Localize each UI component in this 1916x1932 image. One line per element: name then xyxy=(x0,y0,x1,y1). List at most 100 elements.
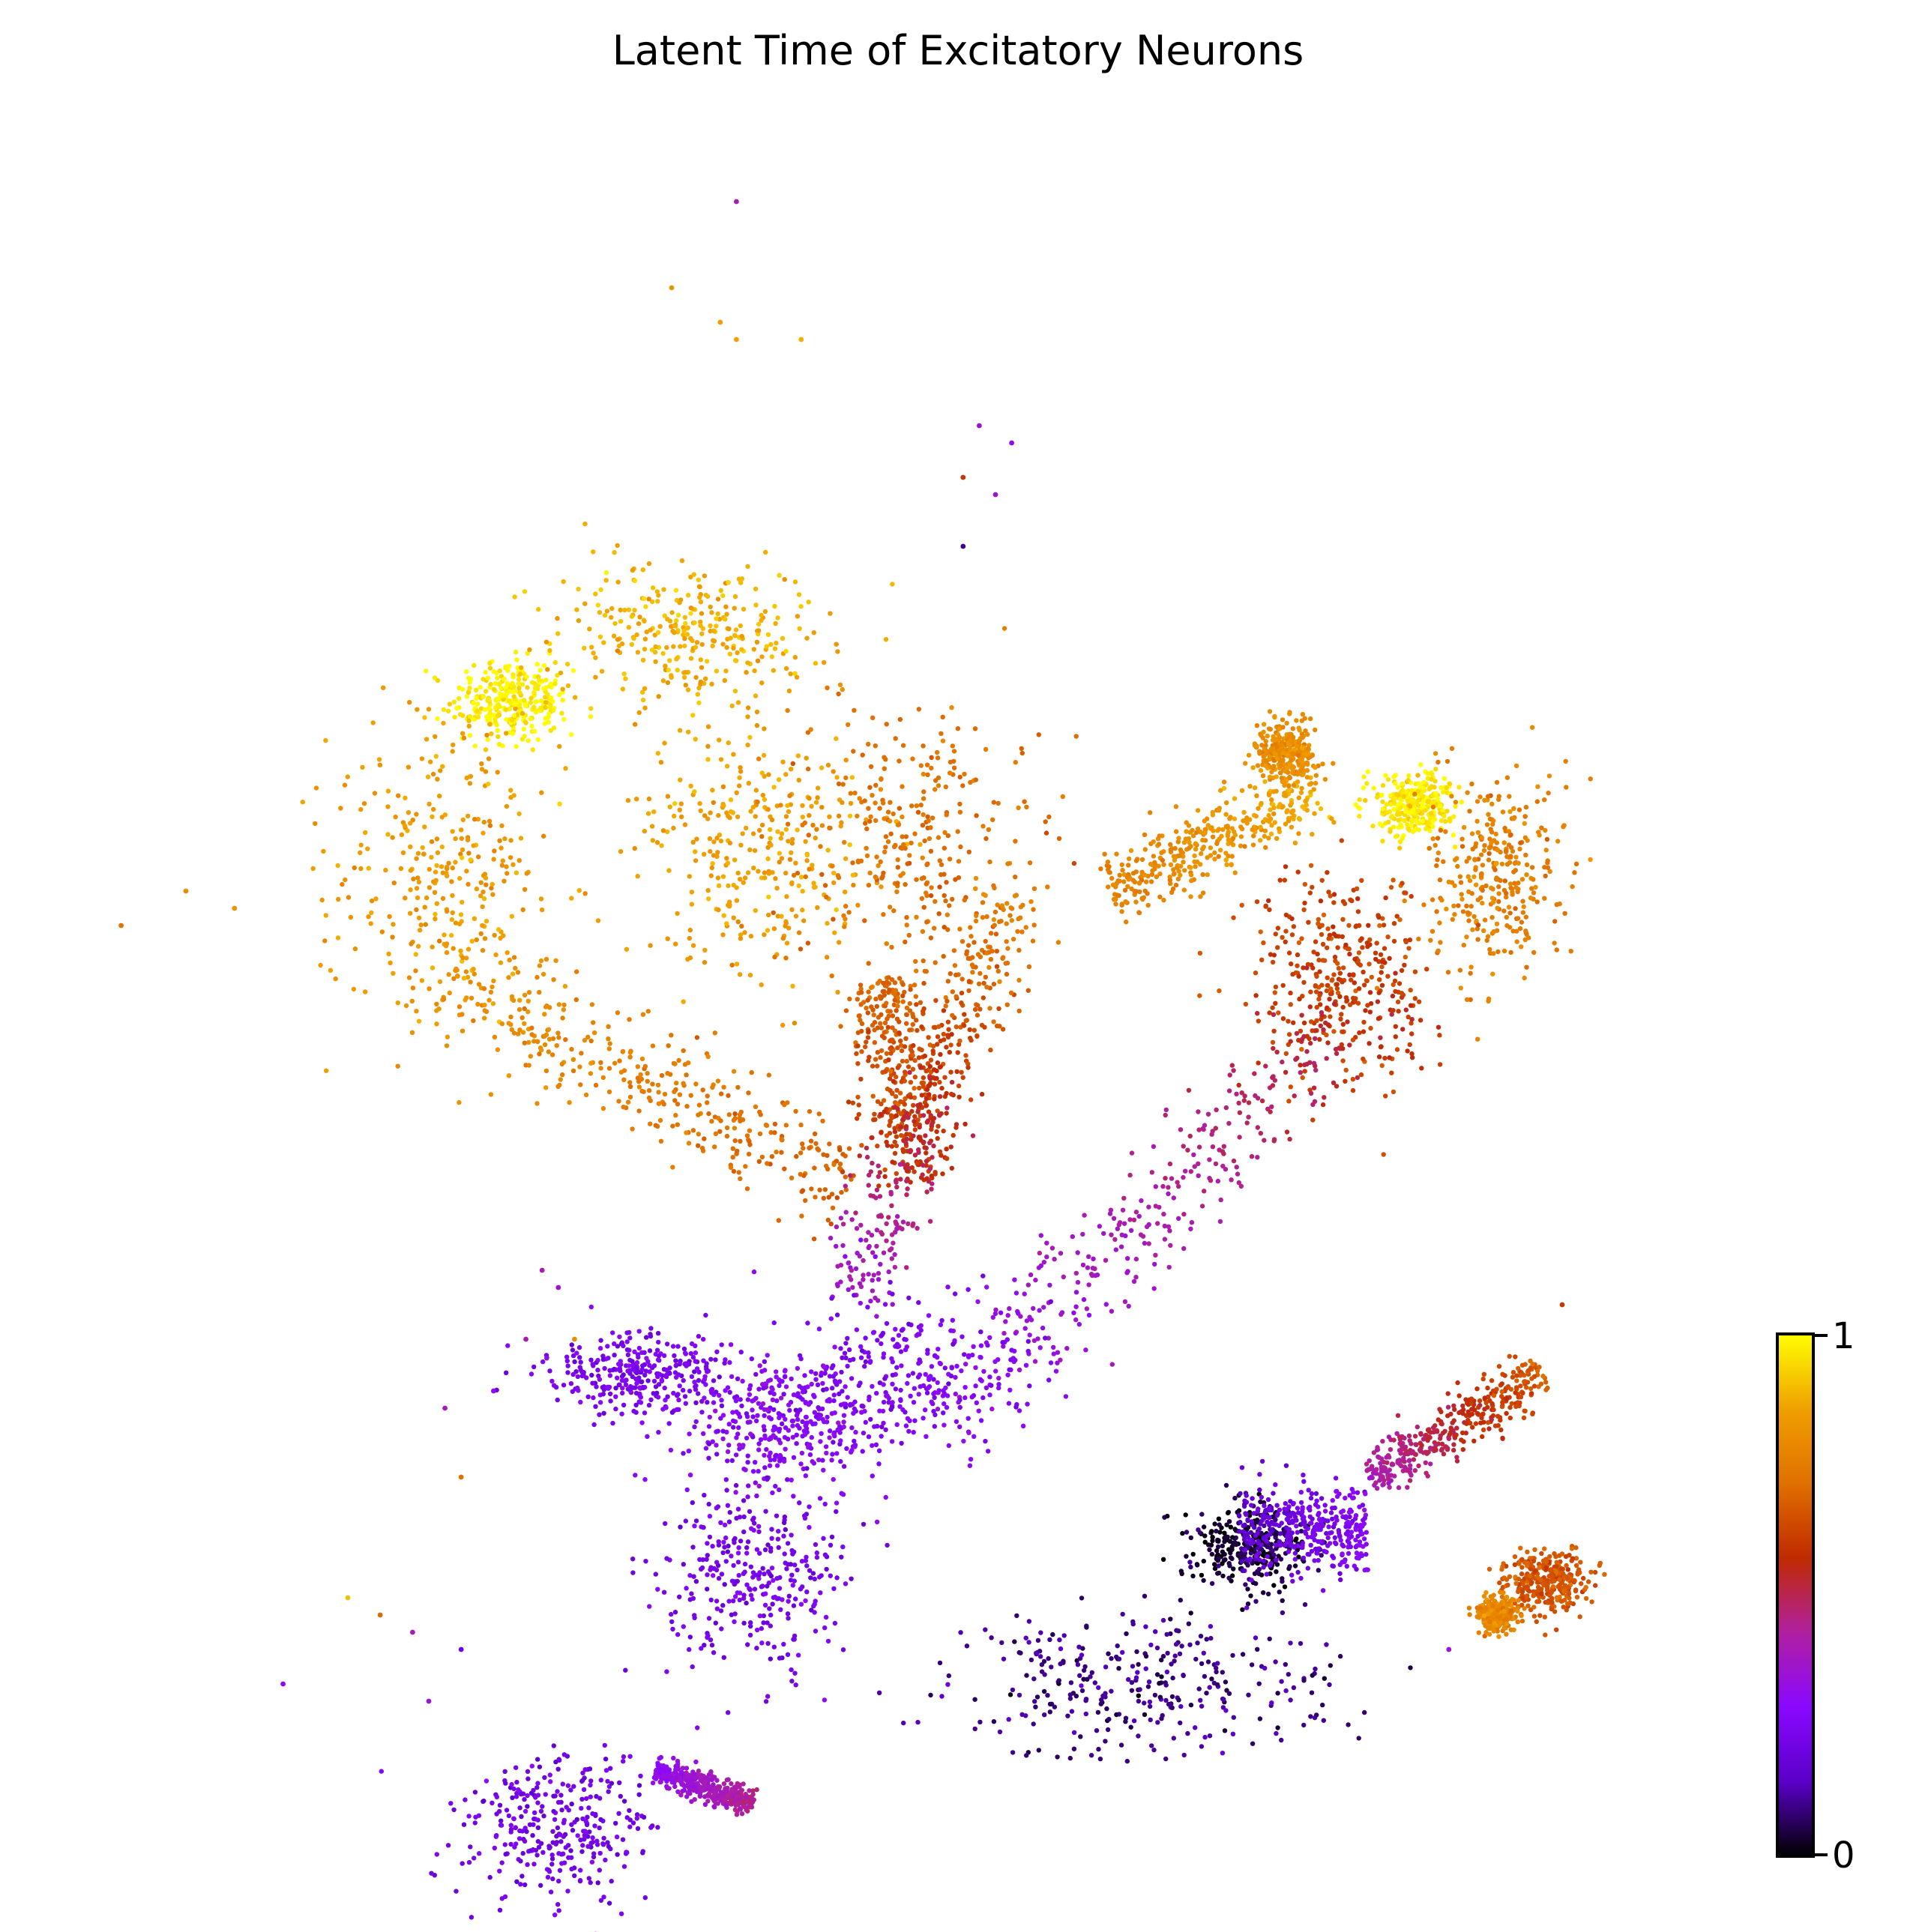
scatter-point xyxy=(507,689,512,694)
scatter-point xyxy=(1220,827,1226,833)
scatter-point xyxy=(475,1001,480,1007)
scatter-point xyxy=(791,872,797,878)
scatter-point xyxy=(1073,1317,1079,1323)
scatter-point xyxy=(937,1079,942,1085)
scatter-point xyxy=(735,650,740,656)
scatter-point xyxy=(1544,836,1550,842)
scatter-point xyxy=(526,1039,531,1045)
scatter-point xyxy=(466,723,472,729)
scatter-point xyxy=(485,737,490,742)
scatter-point xyxy=(1085,1265,1091,1270)
scatter-point xyxy=(906,1428,912,1434)
scatter-point xyxy=(1301,979,1307,985)
scatter-point xyxy=(714,836,720,841)
scatter-point xyxy=(890,1302,895,1307)
scatter-point xyxy=(705,888,711,893)
scatter-point xyxy=(973,1365,978,1371)
scatter-point xyxy=(1376,1016,1382,1021)
scatter-point xyxy=(921,1140,927,1146)
scatter-point xyxy=(1361,785,1367,791)
scatter-point xyxy=(924,881,930,887)
scatter-point xyxy=(559,1061,564,1067)
scatter-point xyxy=(1234,1091,1239,1097)
scatter-point xyxy=(834,775,840,780)
scatter-point xyxy=(1063,1394,1069,1399)
scatter-point xyxy=(481,896,487,902)
scatter-point xyxy=(1003,961,1008,966)
scatter-point xyxy=(1232,870,1238,875)
scatter-point xyxy=(467,781,473,786)
scatter-point xyxy=(1187,839,1192,845)
scatter-point xyxy=(906,1115,911,1120)
scatter-point xyxy=(1513,906,1518,911)
scatter-point xyxy=(1176,1216,1181,1222)
scatter-point xyxy=(731,915,736,920)
scatter-point xyxy=(905,861,910,866)
scatter-point xyxy=(778,803,783,808)
scatter-point xyxy=(1196,1144,1202,1150)
scatter-point xyxy=(1244,821,1250,826)
scatter-point xyxy=(622,607,627,613)
scatter-point xyxy=(795,614,801,619)
scatter-point xyxy=(511,694,516,699)
scatter-point xyxy=(1420,818,1426,824)
scatter-point xyxy=(503,707,508,713)
scatter-point xyxy=(1289,809,1295,814)
scatter-point xyxy=(906,1064,912,1069)
scatter-point xyxy=(819,805,825,810)
scatter-point xyxy=(876,863,881,869)
scatter-point xyxy=(1232,816,1238,821)
scatter-point xyxy=(1352,999,1358,1004)
scatter-point xyxy=(869,1233,875,1238)
scatter-point xyxy=(828,1235,834,1241)
scatter-point xyxy=(1094,1273,1100,1278)
scatter-point xyxy=(510,971,516,976)
scatter-point xyxy=(475,701,480,707)
scatter-point xyxy=(1127,1217,1133,1222)
scatter-point xyxy=(1083,1347,1088,1353)
scatter-point xyxy=(1359,878,1364,884)
scatter-point xyxy=(480,923,485,929)
scatter-point xyxy=(1437,920,1442,926)
scatter-point xyxy=(446,860,451,866)
scatter-point xyxy=(552,681,558,686)
scatter-point xyxy=(766,772,771,777)
scatter-point xyxy=(850,860,855,866)
scatter-point xyxy=(753,1104,759,1110)
scatter-point xyxy=(728,1165,734,1171)
scatter-point xyxy=(708,848,713,854)
scatter-point xyxy=(1406,946,1412,951)
scatter-point xyxy=(449,932,454,938)
scatter-point xyxy=(739,923,744,929)
scatter-point xyxy=(1491,951,1496,956)
scatter-point xyxy=(888,1189,894,1195)
scatter-point xyxy=(1498,878,1503,884)
scatter-point xyxy=(986,965,992,970)
scatter-point xyxy=(655,1082,661,1088)
scatter-point xyxy=(991,917,997,923)
scatter-point xyxy=(1573,861,1579,867)
scatter-point xyxy=(894,1226,900,1232)
scatter-point xyxy=(911,1102,916,1108)
scatter-point xyxy=(1283,821,1289,827)
scatter-point xyxy=(587,627,592,632)
scatter-point xyxy=(674,1081,679,1086)
scatter-point xyxy=(1471,914,1477,920)
scatter-point xyxy=(1188,1226,1193,1232)
scatter-point xyxy=(1188,865,1193,870)
scatter-point xyxy=(852,707,857,713)
scatter-point xyxy=(1174,865,1180,870)
scatter-point xyxy=(1394,914,1400,919)
scatter-point xyxy=(840,1355,845,1361)
scatter-point xyxy=(1286,787,1292,793)
scatter-point xyxy=(648,627,653,633)
scatter-point xyxy=(718,1118,723,1123)
scatter-point xyxy=(418,928,423,933)
scatter-point xyxy=(900,784,905,789)
scatter-point xyxy=(776,777,782,782)
scatter-point xyxy=(492,1034,498,1040)
scatter-point xyxy=(543,677,549,683)
scatter-point xyxy=(582,645,587,650)
scatter-point xyxy=(492,705,498,710)
scatter-point xyxy=(472,817,478,822)
